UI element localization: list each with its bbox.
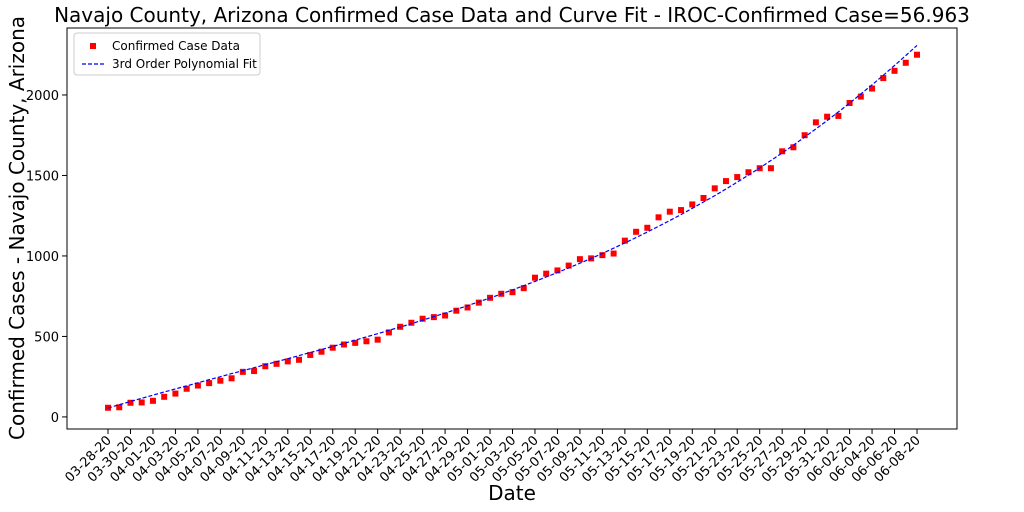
y-tick-label: 500 <box>34 330 59 345</box>
data-point <box>857 93 864 100</box>
data-point <box>352 339 359 346</box>
data-point <box>689 201 696 208</box>
y-tick-label: 1000 <box>26 250 59 265</box>
data-point <box>453 307 460 314</box>
y-tick-label: 1500 <box>26 169 59 184</box>
data-point <box>734 174 741 181</box>
data-point <box>408 319 415 326</box>
data-point <box>914 51 920 58</box>
data-point <box>801 132 808 139</box>
data-point <box>296 356 303 363</box>
data-point <box>206 380 213 387</box>
data-point <box>812 119 819 126</box>
data-point <box>565 262 572 269</box>
data-point <box>194 382 201 389</box>
data-point <box>678 207 685 214</box>
data-point <box>700 194 707 201</box>
data-point <box>217 377 224 384</box>
data-point <box>251 368 258 375</box>
data-point <box>385 329 392 336</box>
data-point <box>711 185 718 192</box>
data-point <box>543 270 550 277</box>
legend-marker <box>90 43 96 49</box>
data-point <box>633 228 640 235</box>
legend-box <box>73 32 261 76</box>
data-point <box>340 341 347 348</box>
legend-label: 3rd Order Polynomial Fit <box>112 57 257 71</box>
data-point <box>835 112 842 119</box>
data-point <box>464 304 471 311</box>
data-point <box>318 348 325 355</box>
y-tick-label: 2000 <box>26 89 59 104</box>
y-tick-label: 0 <box>51 411 59 426</box>
data-point <box>149 397 156 404</box>
data-point <box>610 250 617 257</box>
data-point <box>655 214 662 221</box>
data-point <box>228 375 235 382</box>
data-point <box>138 399 145 406</box>
data-point <box>644 224 651 231</box>
data-point <box>824 113 831 120</box>
data-point <box>869 85 876 92</box>
data-point <box>329 344 336 351</box>
fit-line <box>107 44 918 409</box>
data-point <box>902 59 909 66</box>
data-point <box>880 75 887 82</box>
data-point <box>576 256 583 263</box>
data-point <box>509 289 516 296</box>
data-point <box>442 312 449 319</box>
data-point <box>621 237 628 244</box>
data-point <box>419 315 426 322</box>
data-point <box>722 178 729 185</box>
data-point <box>666 208 673 215</box>
data-point <box>116 404 123 411</box>
data-point <box>599 252 606 259</box>
x-axis-label: Date <box>488 481 536 505</box>
data-point <box>745 169 752 176</box>
data-point <box>891 67 898 74</box>
data-point <box>284 358 291 365</box>
data-point <box>531 274 538 281</box>
data-point <box>262 363 269 370</box>
data-point <box>273 360 280 367</box>
data-point <box>307 351 314 358</box>
plot-frame <box>66 27 958 430</box>
data-point <box>172 390 179 397</box>
legend-label: Confirmed Case Data <box>112 39 240 53</box>
data-point <box>183 385 190 392</box>
data-point <box>790 144 797 151</box>
y-axis-label: Confirmed Cases - Navajo County, Arizona <box>5 16 29 440</box>
data-point <box>846 100 853 107</box>
data-point <box>767 165 774 172</box>
data-point <box>363 338 370 345</box>
data-point <box>374 336 381 343</box>
data-point <box>554 267 561 274</box>
data-point <box>475 299 482 306</box>
data-point <box>161 393 168 400</box>
data-point <box>239 368 246 375</box>
data-point <box>520 285 527 292</box>
data-point <box>779 148 786 155</box>
chart-title: Navajo County, Arizona Confirmed Case Da… <box>54 3 970 27</box>
data-point <box>127 399 134 406</box>
